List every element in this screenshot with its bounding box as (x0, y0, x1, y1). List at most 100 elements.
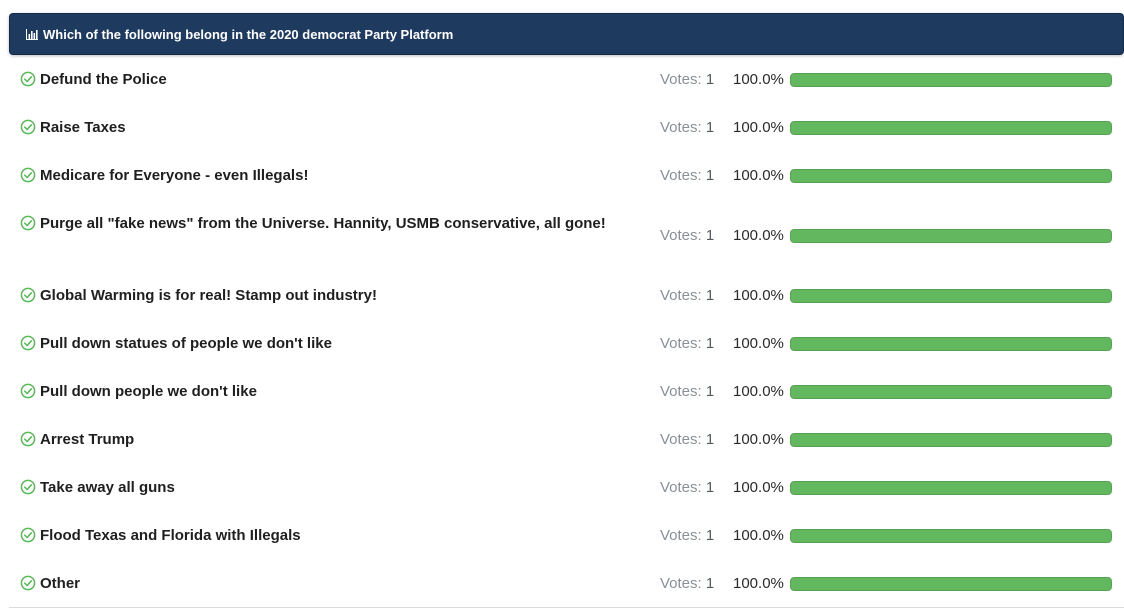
poll-option: Defund the Police (20, 68, 610, 92)
votes-label: Votes: (660, 383, 702, 400)
bar-chart-icon (26, 29, 38, 40)
poll-option: Purge all "fake news" from the Universe.… (20, 212, 610, 236)
check-circle-icon (20, 527, 36, 543)
votes-value: 1 (705, 227, 715, 244)
vote-count: Votes: 1 (660, 382, 730, 402)
option-label: Pull down people we don't like (40, 383, 257, 400)
votes-label: Votes: (660, 71, 702, 88)
votes-value: 1 (705, 119, 715, 136)
option-label: Flood Texas and Florida with Illegals (40, 527, 301, 544)
progress-bar-fill (790, 121, 1112, 135)
poll-option: Other (20, 572, 610, 596)
vote-percent: 100.0% (733, 119, 784, 136)
check-circle-icon (20, 335, 36, 351)
votes-value: 1 (705, 527, 715, 544)
progress-bar (790, 121, 1112, 135)
votes-value: 1 (705, 383, 715, 400)
option-label: Raise Taxes (40, 119, 126, 136)
vote-count: Votes: 1 (660, 574, 730, 594)
check-circle-icon (20, 431, 36, 447)
vote-count: Votes: 1 (660, 478, 730, 498)
poll-option: Medicare for Everyone - even Illegals! (20, 164, 610, 188)
poll-option: Pull down people we don't like (20, 380, 610, 404)
option-label: Purge all "fake news" from the Universe.… (40, 215, 606, 232)
poll-header: Which of the following belong in the 202… (9, 13, 1124, 55)
votes-value: 1 (705, 575, 715, 592)
vote-count: Votes: 1 (660, 70, 730, 90)
progress-bar (790, 577, 1112, 591)
check-circle-icon (20, 119, 36, 135)
votes-label: Votes: (660, 119, 702, 136)
vote-percent: 100.0% (733, 287, 784, 304)
check-circle-icon (20, 215, 36, 231)
votes-label: Votes: (660, 227, 702, 244)
votes-label: Votes: (660, 431, 702, 448)
check-circle-icon (20, 71, 36, 87)
progress-bar-fill (790, 481, 1112, 495)
option-label: Defund the Police (40, 71, 167, 88)
vote-percent: 100.0% (733, 527, 784, 544)
check-circle-icon (20, 167, 36, 183)
votes-label: Votes: (660, 287, 702, 304)
option-label: Global Warming is for real! Stamp out in… (40, 287, 377, 304)
poll-option: Take away all guns (20, 476, 610, 500)
poll-title: Which of the following belong in the 202… (43, 26, 454, 42)
vote-count: Votes: 1 (660, 226, 730, 246)
divider (9, 607, 1124, 608)
vote-count: Votes: 1 (660, 334, 730, 354)
poll-option: Arrest Trump (20, 428, 610, 452)
progress-bar-fill (790, 73, 1112, 87)
progress-bar-fill (790, 169, 1112, 183)
option-label: Medicare for Everyone - even Illegals! (40, 167, 309, 184)
progress-bar (790, 169, 1112, 183)
progress-bar-fill (790, 337, 1112, 351)
progress-bar-fill (790, 289, 1112, 303)
progress-bar-fill (790, 577, 1112, 591)
votes-label: Votes: (660, 479, 702, 496)
votes-label: Votes: (660, 575, 702, 592)
vote-percent: 100.0% (733, 71, 784, 88)
option-label: Pull down statues of people we don't lik… (40, 335, 332, 352)
vote-percent: 100.0% (733, 335, 784, 352)
vote-percent: 100.0% (733, 167, 784, 184)
progress-bar (790, 481, 1112, 495)
vote-percent: 100.0% (733, 227, 784, 244)
votes-label: Votes: (660, 335, 702, 352)
progress-bar (790, 289, 1112, 303)
votes-value: 1 (705, 335, 715, 352)
votes-value: 1 (705, 431, 715, 448)
check-circle-icon (20, 479, 36, 495)
progress-bar-fill (790, 433, 1112, 447)
option-label: Other (40, 575, 81, 592)
votes-value: 1 (705, 71, 715, 88)
poll-option: Global Warming is for real! Stamp out in… (20, 284, 610, 308)
votes-label: Votes: (660, 167, 702, 184)
progress-bar (790, 73, 1112, 87)
progress-bar (790, 337, 1112, 351)
vote-percent: 100.0% (733, 431, 784, 448)
progress-bar-fill (790, 229, 1112, 243)
vote-percent: 100.0% (733, 479, 784, 496)
check-circle-icon (20, 575, 36, 591)
votes-value: 1 (705, 167, 715, 184)
vote-count: Votes: 1 (660, 286, 730, 306)
check-circle-icon (20, 383, 36, 399)
votes-value: 1 (705, 287, 715, 304)
vote-percent: 100.0% (733, 575, 784, 592)
vote-percent: 100.0% (733, 383, 784, 400)
votes-value: 1 (705, 479, 715, 496)
progress-bar-fill (790, 385, 1112, 399)
vote-count: Votes: 1 (660, 166, 730, 186)
option-label: Take away all guns (40, 479, 175, 496)
vote-count: Votes: 1 (660, 526, 730, 546)
option-label: Arrest Trump (40, 431, 135, 448)
progress-bar (790, 229, 1112, 243)
progress-bar-fill (790, 529, 1112, 543)
progress-bar (790, 385, 1112, 399)
poll-option: Pull down statues of people we don't lik… (20, 332, 610, 356)
vote-count: Votes: 1 (660, 430, 730, 450)
progress-bar (790, 433, 1112, 447)
check-circle-icon (20, 287, 36, 303)
progress-bar (790, 529, 1112, 543)
